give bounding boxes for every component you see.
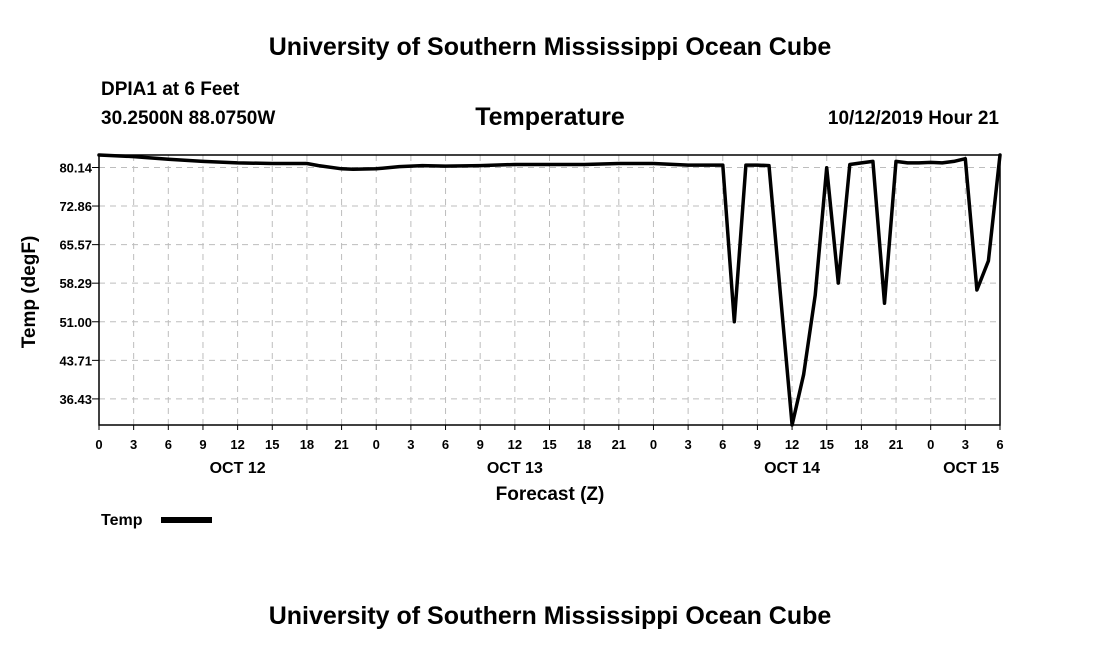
plot-frame xyxy=(98,154,1001,426)
y-tick-label: 58.29 xyxy=(59,276,92,291)
x-date-label: OCT 12 xyxy=(210,460,266,477)
y-tick-label: 36.43 xyxy=(59,392,92,407)
x-tick-label: 0 xyxy=(650,437,657,452)
x-tick-label: 6 xyxy=(719,437,726,452)
x-tick-label: 21 xyxy=(889,437,903,452)
y-axis-ticks: 36.43 43.71 51.00 58.29 65.57 72.86 80.14 xyxy=(59,160,99,407)
x-tick-label: 15 xyxy=(819,437,833,452)
x-tick-label: 6 xyxy=(996,437,1003,452)
y-axis-label: Temp (degF) xyxy=(19,236,40,349)
x-tick-label: 3 xyxy=(684,437,691,452)
x-tick-label: 9 xyxy=(477,437,484,452)
x-tick-label: 18 xyxy=(300,437,314,452)
legend-label: Temp xyxy=(101,512,143,529)
x-tick-label: 9 xyxy=(754,437,761,452)
station-label: DPIA1 at 6 Feet xyxy=(101,79,240,100)
x-tick-label: 0 xyxy=(927,437,934,452)
x-tick-label: 3 xyxy=(407,437,414,452)
x-tick-label: 15 xyxy=(265,437,279,452)
x-tick-label: 12 xyxy=(230,437,244,452)
x-tick-label: 6 xyxy=(165,437,172,452)
x-tick-label: 21 xyxy=(334,437,348,452)
x-axis-label: Forecast (Z) xyxy=(496,484,605,505)
y-tick-label: 65.57 xyxy=(59,238,92,253)
series-layer xyxy=(97,153,1002,427)
x-tick-label: 18 xyxy=(854,437,868,452)
station-coords: 30.2500N 88.0750W xyxy=(101,108,275,129)
x-axis-date-labels: OCT 12 OCT 13 OCT 14 OCT 15 xyxy=(210,460,1000,477)
x-tick-label: 0 xyxy=(95,437,102,452)
x-date-label: OCT 15 xyxy=(943,460,999,477)
header-title: University of Southern Mississippi Ocean… xyxy=(269,33,832,61)
y-tick-label: 51.00 xyxy=(59,315,92,330)
x-tick-label: 18 xyxy=(577,437,591,452)
y-tick-label: 72.86 xyxy=(59,199,92,214)
x-tick-label: 12 xyxy=(785,437,799,452)
x-tick-label: 3 xyxy=(962,437,969,452)
y-tick-label: 43.71 xyxy=(59,353,92,368)
legend: Temp xyxy=(101,512,212,529)
forecast-datetime: 10/12/2019 Hour 21 xyxy=(828,108,1000,129)
x-date-label: OCT 13 xyxy=(487,460,543,477)
x-tick-label: 15 xyxy=(542,437,556,452)
x-tick-label: 6 xyxy=(442,437,449,452)
grid-lines xyxy=(99,155,1000,425)
x-tick-label: 0 xyxy=(373,437,380,452)
y-tick-label: 80.14 xyxy=(59,160,92,175)
series-line-temp xyxy=(97,153,1002,427)
footer-title: University of Southern Mississippi Ocean… xyxy=(269,602,832,630)
x-tick-label: 12 xyxy=(508,437,522,452)
x-tick-label: 9 xyxy=(199,437,206,452)
x-tick-label: 3 xyxy=(130,437,137,452)
x-axis-ticks: 0 3 6 9 12 15 18 21 0 3 6 9 12 15 18 21 0 3 6 9 12 15 18 21 0 3 6 xyxy=(95,425,1004,452)
x-date-label: OCT 14 xyxy=(764,460,820,477)
chart-title: Temperature xyxy=(475,103,625,131)
x-tick-label: 21 xyxy=(612,437,626,452)
